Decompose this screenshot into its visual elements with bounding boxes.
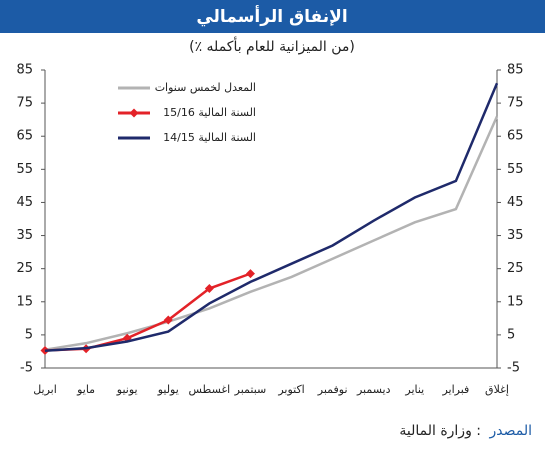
y2-tick-label: 65 <box>507 129 524 144</box>
data-point <box>245 269 255 279</box>
y2-tick-label: 35 <box>507 228 524 243</box>
y2-tick-label: 75 <box>507 96 524 111</box>
y-tick-label: 85 <box>16 63 33 78</box>
legend-label: السنة المالية 15/16 <box>163 106 256 119</box>
x-tick-label: إغلاق <box>485 383 509 396</box>
y2-tick-label: -5 <box>507 361 520 376</box>
y-tick-label: 45 <box>16 195 33 210</box>
series-line <box>44 272 251 352</box>
y-tick-label: 65 <box>16 129 33 144</box>
data-point <box>204 284 214 294</box>
series-line <box>44 82 499 353</box>
y-tick-label: 15 <box>16 294 33 309</box>
legend-label: المعدل لخمس سنوات <box>155 81 256 94</box>
x-tick-label: نوفمبر <box>317 383 348 396</box>
x-tick-label: اكتوبر <box>277 383 304 396</box>
y-tick-label: 5 <box>25 327 33 342</box>
data-point <box>122 333 132 343</box>
source-text: : وزارة المالية <box>399 423 481 439</box>
y2-tick-label: 45 <box>507 195 524 210</box>
y-tick-label: 75 <box>16 96 33 111</box>
x-tick-label: يونيو <box>116 383 138 396</box>
y-tick-label: 25 <box>16 261 33 276</box>
x-tick-label: اغسطس <box>189 383 231 396</box>
x-tick-label: يوليو <box>157 383 179 396</box>
chart-title: الإنفاق الرأسمالي <box>196 5 347 27</box>
x-tick-label: ديسمبر <box>356 383 391 396</box>
x-tick-label: ابريل <box>33 383 57 396</box>
y2-tick-label: 5 <box>507 327 515 342</box>
y-tick-label: 55 <box>16 162 33 177</box>
x-tick-label: مايو <box>76 383 95 396</box>
legend-label: السنة المالية 14/15 <box>163 131 256 144</box>
source-label: المصدر <box>489 423 533 439</box>
y2-tick-label: 85 <box>507 63 524 78</box>
y-tick-label: 35 <box>16 228 33 243</box>
y2-tick-label: 55 <box>507 162 524 177</box>
x-tick-label: فبراير <box>441 383 469 396</box>
y-tick-label: -5 <box>20 361 33 376</box>
x-tick-label: يناير <box>404 383 424 396</box>
legend-marker <box>129 108 139 118</box>
y2-tick-label: 25 <box>507 261 524 276</box>
title-banner <box>0 0 545 33</box>
series-line <box>44 115 499 352</box>
chart-subtitle: (٪ من الميزانية للعام بأكمله) <box>189 36 355 55</box>
x-tick-label: سبتمبر <box>234 383 267 396</box>
data-point <box>163 315 173 325</box>
y2-tick-label: 15 <box>507 294 524 309</box>
